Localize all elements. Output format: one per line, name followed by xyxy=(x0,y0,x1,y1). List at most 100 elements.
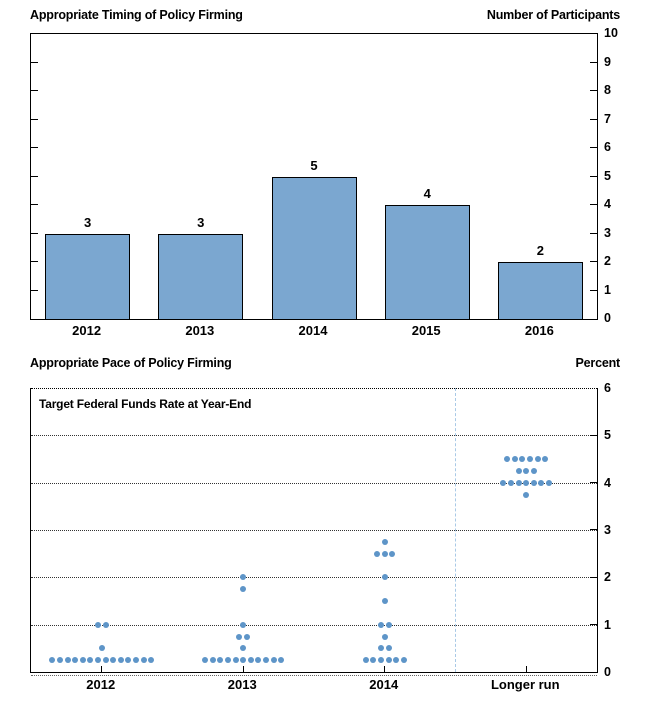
x-axis-tick-2012 xyxy=(101,666,102,672)
y-axis-tick-right xyxy=(590,232,597,234)
projection-dot xyxy=(534,456,541,462)
y-axis-tick-right xyxy=(590,90,597,92)
y-axis-tick-right xyxy=(590,289,597,291)
y-axis-tick-right xyxy=(590,204,597,206)
y-axis-tick-right xyxy=(590,261,597,263)
projection-dot xyxy=(381,598,388,604)
projection-dot xyxy=(530,479,537,486)
projection-dot xyxy=(79,657,86,664)
gridline-6 xyxy=(31,388,597,389)
x-axis-tick-2014 xyxy=(384,666,385,672)
projection-dot xyxy=(511,456,518,462)
projection-dot xyxy=(377,621,384,628)
bar-2016 xyxy=(497,262,583,319)
projection-dot xyxy=(94,621,101,628)
y-axis-tick-label: 9 xyxy=(604,54,611,69)
bar-2015 xyxy=(384,205,470,319)
projection-dot xyxy=(385,621,392,628)
y-axis-tick-left xyxy=(31,261,38,263)
projection-dot xyxy=(523,467,530,474)
y-axis-tick-label: 4 xyxy=(604,197,611,211)
y-axis-tick-label: 8 xyxy=(604,83,611,97)
projection-dot xyxy=(385,645,392,652)
gridline-0 xyxy=(31,674,597,676)
y-axis-tick-label: 5 xyxy=(604,428,611,443)
projection-dot xyxy=(240,657,247,664)
projection-dot xyxy=(385,657,392,664)
projection-dot xyxy=(247,657,254,664)
y-axis-tick-label: 4 xyxy=(604,475,611,490)
projection-dot xyxy=(240,574,247,581)
timing-chart-plot: 3 3 5 4 2 xyxy=(30,33,598,320)
timing-chart-title: Appropriate Timing of Policy Firming xyxy=(30,8,243,22)
bar-2013 xyxy=(158,233,244,319)
projection-dot xyxy=(64,657,71,664)
projection-dot xyxy=(263,657,270,664)
y-axis-tick-label: 6 xyxy=(604,381,611,395)
projection-dot xyxy=(140,657,147,664)
projection-dot xyxy=(49,657,56,664)
gridline-5 xyxy=(31,435,597,437)
projection-dot xyxy=(519,456,526,462)
y-axis-tick-right xyxy=(590,481,597,483)
projection-dot xyxy=(209,657,216,664)
y-axis-tick-label: 1 xyxy=(604,617,611,632)
projection-dot xyxy=(515,467,522,474)
x-axis-label-2013: 2013 xyxy=(185,323,215,338)
projection-dot xyxy=(381,574,388,581)
y-axis-tick-right xyxy=(590,576,597,578)
y-axis-tick-left xyxy=(31,289,38,291)
projection-dot xyxy=(225,657,232,664)
projection-dot xyxy=(236,633,243,640)
y-axis-tick-right xyxy=(590,61,597,63)
gridline-2 xyxy=(31,577,597,579)
projection-dot xyxy=(56,657,63,664)
projection-dot xyxy=(389,550,396,557)
projection-dot xyxy=(148,657,155,664)
projection-dot xyxy=(523,479,530,486)
projection-dot xyxy=(117,657,124,664)
y-axis-tick-label: 6 xyxy=(604,140,611,154)
y-axis-tick-left xyxy=(31,61,38,63)
x-axis-label-2014: 2014 xyxy=(369,677,399,692)
y-axis-tick-left xyxy=(31,204,38,206)
projection-dot xyxy=(98,645,105,652)
projection-dot xyxy=(527,456,534,462)
projection-dot xyxy=(377,657,384,664)
gridline-3 xyxy=(31,530,597,531)
y-axis-tick-left xyxy=(31,175,38,177)
projection-dot xyxy=(381,538,388,545)
y-axis-tick-left xyxy=(31,232,38,234)
projection-dot xyxy=(125,657,132,664)
pace-chart-right-axis-title: Percent xyxy=(575,356,621,370)
bar-value-label: 5 xyxy=(310,157,318,173)
y-axis-tick-label: 5 xyxy=(604,168,611,183)
bar-value-label: 3 xyxy=(197,214,205,230)
projection-dot xyxy=(217,657,224,664)
projection-dot xyxy=(362,657,369,664)
gridline-1 xyxy=(31,624,597,626)
pace-chart-header: Appropriate Pace of Policy Firming Perce… xyxy=(30,356,620,370)
x-axis-label-Longer run: Longer run xyxy=(490,677,560,692)
projection-dot xyxy=(240,586,247,593)
bar-2014 xyxy=(271,176,357,319)
y-axis-tick-label: 1 xyxy=(604,282,611,297)
x-axis-label-2015: 2015 xyxy=(411,323,441,338)
x-axis-label-2012: 2012 xyxy=(86,677,116,692)
projection-dot xyxy=(87,657,94,664)
x-axis-tick-Longer run xyxy=(525,666,527,672)
projection-dot xyxy=(232,657,239,664)
projection-dot xyxy=(523,491,530,498)
gridline-4 xyxy=(31,482,597,484)
y-axis-tick-label: 2 xyxy=(604,254,611,268)
x-axis-label-2012: 2012 xyxy=(72,323,102,338)
y-axis-tick-label: 0 xyxy=(604,311,611,325)
projection-dot xyxy=(515,479,522,486)
projection-dot xyxy=(542,456,549,462)
y-axis-tick-right xyxy=(590,434,597,436)
projection-dot xyxy=(538,479,545,486)
y-axis-tick-right xyxy=(590,175,597,177)
x-axis-label-2016: 2016 xyxy=(524,323,554,338)
y-axis-tick-right xyxy=(590,118,597,120)
y-axis-tick-label: 0 xyxy=(604,665,611,679)
